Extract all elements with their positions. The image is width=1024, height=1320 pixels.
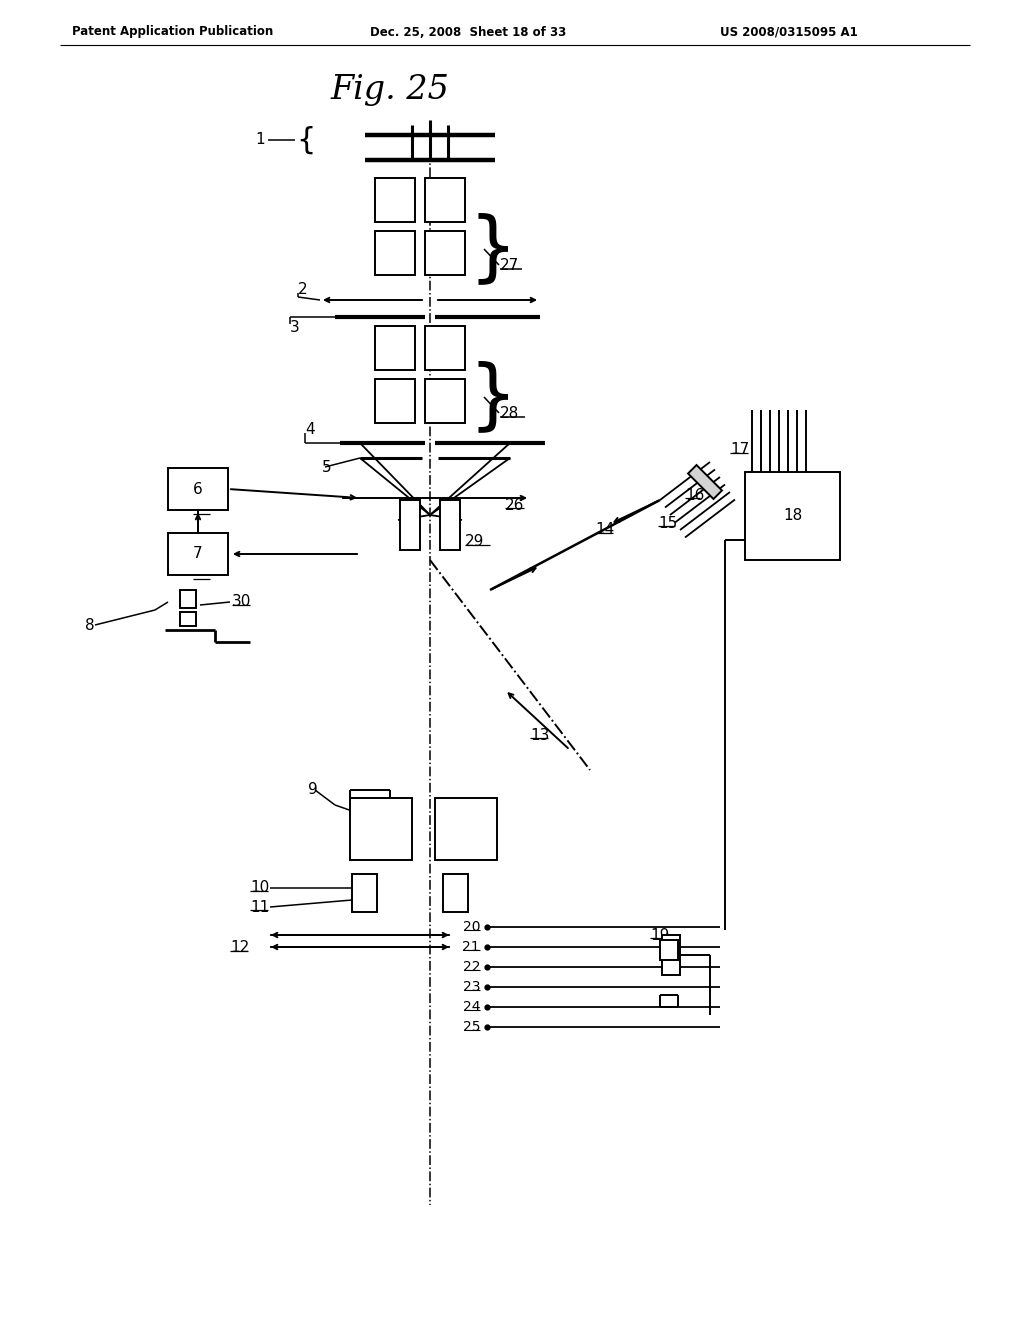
Text: 27: 27 bbox=[500, 257, 519, 272]
Bar bbox=[168, 533, 228, 576]
Text: {: { bbox=[296, 125, 315, 154]
Bar bbox=[662, 935, 680, 975]
Bar bbox=[425, 379, 465, 422]
Bar bbox=[350, 799, 412, 861]
Text: Patent Application Publication: Patent Application Publication bbox=[72, 25, 273, 38]
Bar bbox=[375, 178, 415, 222]
Text: 11: 11 bbox=[250, 899, 269, 915]
Text: 18: 18 bbox=[783, 508, 803, 524]
Bar bbox=[180, 590, 196, 609]
Text: 21: 21 bbox=[463, 940, 480, 954]
Bar bbox=[745, 473, 840, 560]
Bar bbox=[425, 231, 465, 275]
Bar bbox=[440, 500, 460, 550]
Text: 30: 30 bbox=[232, 594, 251, 610]
Text: 13: 13 bbox=[530, 727, 549, 742]
Text: 19: 19 bbox=[650, 928, 670, 942]
Text: 7: 7 bbox=[194, 546, 203, 561]
Bar bbox=[375, 326, 415, 370]
Bar bbox=[168, 469, 228, 510]
Text: 3: 3 bbox=[290, 319, 300, 334]
Text: US 2008/0315095 A1: US 2008/0315095 A1 bbox=[720, 25, 858, 38]
Text: 5: 5 bbox=[322, 459, 332, 474]
Text: }: } bbox=[468, 213, 516, 286]
Text: 12: 12 bbox=[230, 940, 249, 956]
Text: Dec. 25, 2008  Sheet 18 of 33: Dec. 25, 2008 Sheet 18 of 33 bbox=[370, 25, 566, 38]
Bar bbox=[400, 500, 420, 550]
Text: 28: 28 bbox=[500, 405, 519, 421]
Text: 6: 6 bbox=[194, 482, 203, 496]
Text: 17: 17 bbox=[730, 442, 750, 458]
Text: 23: 23 bbox=[463, 979, 480, 994]
Bar bbox=[375, 231, 415, 275]
Bar bbox=[375, 379, 415, 422]
Bar bbox=[660, 940, 678, 960]
Text: 8: 8 bbox=[85, 618, 94, 632]
Bar bbox=[443, 874, 468, 912]
Text: 14: 14 bbox=[595, 523, 614, 537]
Bar bbox=[688, 465, 722, 499]
Text: 24: 24 bbox=[463, 1001, 480, 1014]
Text: 16: 16 bbox=[685, 487, 705, 503]
Text: 26: 26 bbox=[505, 498, 524, 512]
Text: 20: 20 bbox=[463, 920, 480, 935]
Bar bbox=[180, 612, 196, 626]
Text: }: } bbox=[468, 360, 516, 434]
Text: 10: 10 bbox=[250, 880, 269, 895]
Text: 15: 15 bbox=[658, 516, 677, 531]
Bar bbox=[425, 178, 465, 222]
Text: 29: 29 bbox=[465, 535, 484, 549]
Text: 9: 9 bbox=[308, 783, 317, 797]
Text: Fig. 25: Fig. 25 bbox=[331, 74, 450, 106]
Bar bbox=[435, 799, 497, 861]
Bar bbox=[425, 326, 465, 370]
Text: 22: 22 bbox=[463, 960, 480, 974]
Text: 1: 1 bbox=[255, 132, 265, 148]
Text: 4: 4 bbox=[305, 422, 314, 437]
Text: 25: 25 bbox=[463, 1020, 480, 1034]
Text: 2: 2 bbox=[298, 282, 307, 297]
Bar bbox=[352, 874, 377, 912]
